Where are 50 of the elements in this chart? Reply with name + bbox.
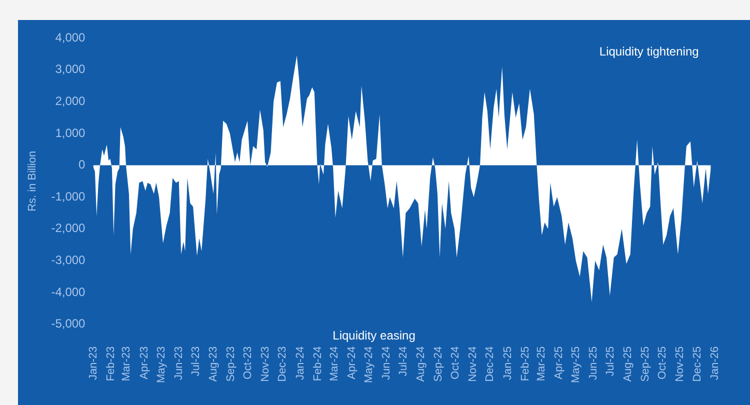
y-tick-label: 1,000: [55, 126, 86, 140]
x-tick-label: Aug-25: [622, 346, 634, 382]
text: Liquidity easing: [332, 328, 416, 343]
x-tick-label: Nov-23: [260, 346, 272, 382]
x-tick-label: Dec-23: [276, 346, 289, 382]
x-tick-label: Jun-24: [380, 346, 392, 380]
y-tick-label: 4,000: [55, 30, 86, 44]
x-tick-label: Feb-24: [312, 346, 324, 382]
x-tick-label: Sep-25: [640, 346, 652, 382]
x-tick-label: May-24: [362, 346, 375, 384]
x-tick-label: Jun-25: [587, 346, 600, 380]
x-tick-label: Oct-25: [656, 346, 669, 380]
x-tick-label: Mar-24: [328, 346, 340, 382]
x-tick-label: Sep-24: [432, 346, 445, 382]
x-tick-label: Oct-23: [242, 346, 254, 380]
y-tick-label: 0: [78, 158, 86, 172]
x-tick-label: May-23: [155, 346, 168, 384]
x-tick-label: May-25: [570, 346, 582, 384]
x-tick-label: Apr-24: [346, 346, 358, 380]
y-tick-label: -2,000: [51, 221, 86, 236]
x-tick-label: Aug-24: [415, 346, 428, 382]
x-tick-label: Jul-24: [397, 346, 410, 376]
y-tick-label: -4,000: [51, 284, 86, 299]
x-tick-label: Sep-23: [225, 346, 238, 382]
x-tick-label: Jan-24: [294, 346, 306, 380]
x-tick-label: Jul-23: [190, 346, 202, 376]
x-tick-label: Jun-23: [172, 346, 185, 380]
y-tick-label: 2,000: [55, 94, 86, 108]
x-tick-label: Apr-23: [138, 346, 150, 380]
x-tick-label: Dec-25: [691, 346, 704, 382]
annotation: Liquidity tightening: [599, 44, 699, 58]
x-tick-label: Nov-24: [467, 346, 480, 382]
y-tick-label: -1,000: [51, 189, 86, 204]
x-tick-label: Jan-25: [502, 346, 514, 380]
x-tick-label: Dec-24: [484, 346, 496, 382]
x-tick-label: Feb-25: [519, 346, 532, 382]
y-tick-label: 3,000: [55, 62, 86, 76]
y-tick-label: -5,000: [51, 316, 86, 331]
x-tick-label: Nov-25: [674, 346, 686, 382]
x-tick-label: Jan-23: [87, 346, 100, 380]
x-tick-label: Mar-23: [120, 346, 133, 382]
x-tick-label: Jan-26: [708, 346, 721, 380]
x-tick-label: Aug-23: [207, 346, 220, 382]
x-tick-label: Feb-23: [104, 346, 117, 382]
x-tick-label: Apr-25: [552, 346, 565, 380]
y-tick-label: -3,000: [51, 253, 86, 268]
y-axis-title: Rs. in Billion: [26, 150, 39, 212]
x-tick-label: Oct-24: [450, 346, 462, 380]
x-tick-label: Jul-25: [604, 346, 616, 376]
x-tick-label: Mar-25: [535, 346, 548, 382]
